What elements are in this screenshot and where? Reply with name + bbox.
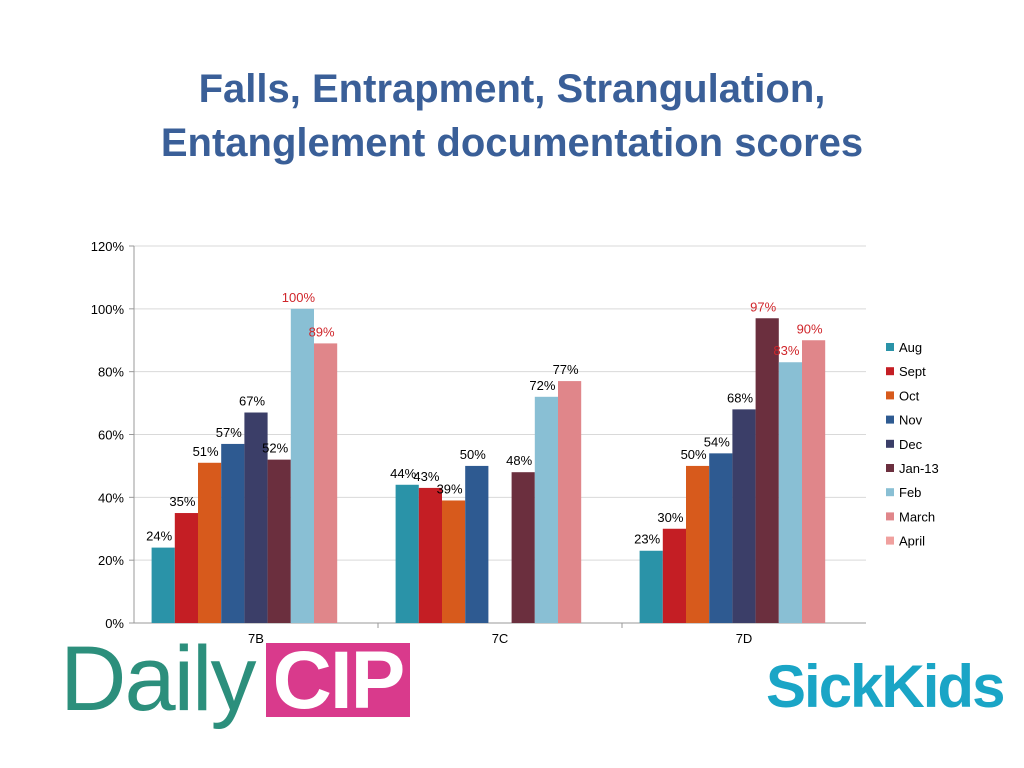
bar: [314, 343, 338, 623]
legend-label: Oct: [899, 388, 920, 403]
data-label: 50%: [460, 447, 486, 462]
x-tick-label: 7D: [736, 631, 753, 646]
legend-label: Feb: [899, 485, 921, 500]
bar: [732, 409, 756, 623]
x-tick-label: 7C: [492, 631, 509, 646]
bar: [639, 550, 663, 623]
bar: [511, 472, 535, 623]
sickkids-logo: SickKids: [766, 653, 1005, 720]
data-label: 24%: [146, 529, 172, 544]
bar: [709, 453, 733, 623]
bar: [778, 362, 802, 623]
data-label: 54%: [704, 434, 730, 449]
legend-swatch: [886, 488, 894, 497]
data-label: 83%: [773, 343, 799, 358]
legend-label: Aug: [899, 340, 922, 355]
bar: [418, 487, 442, 623]
data-label: 89%: [309, 324, 335, 339]
bar: [442, 500, 466, 623]
bar: [662, 528, 686, 623]
bar: [290, 308, 314, 623]
legend-swatch: [886, 415, 894, 424]
daily-logo-text: Daily: [60, 628, 256, 730]
data-label: 44%: [390, 466, 416, 481]
bar: [755, 318, 779, 623]
data-label: 43%: [413, 469, 439, 484]
legend-swatch: [886, 343, 894, 351]
bar: [395, 484, 419, 623]
data-label: 57%: [216, 425, 242, 440]
cip-logo-text: CIP: [272, 635, 406, 726]
title-line-1: Falls, Entrapment, Strangulation,: [198, 67, 826, 111]
data-label: 30%: [657, 510, 683, 525]
bar: [686, 465, 710, 623]
bar: [244, 412, 268, 623]
data-label: 48%: [506, 453, 532, 468]
legend-label: March: [899, 509, 935, 524]
legend-swatch: [886, 536, 894, 545]
x-tick-label: 7B: [248, 631, 264, 646]
data-label: 77%: [553, 362, 579, 377]
bar: [221, 443, 245, 623]
bar: [534, 396, 558, 623]
legend-label: Dec: [899, 437, 923, 452]
data-label: 50%: [681, 447, 707, 462]
data-label: 52%: [262, 441, 288, 456]
data-label: 35%: [169, 494, 195, 509]
data-label: 90%: [797, 321, 823, 336]
legend-swatch: [886, 512, 894, 521]
title-line-2: Entanglement documentation scores: [160, 121, 864, 165]
legend-swatch: [886, 464, 894, 472]
data-label: 51%: [193, 444, 219, 459]
legend-swatch: [886, 367, 894, 376]
y-tick-label: 80%: [98, 365, 124, 380]
y-tick-label: 60%: [98, 428, 124, 443]
bar: [558, 381, 582, 623]
bar: [802, 340, 826, 623]
data-label: 68%: [727, 390, 753, 405]
bar: [151, 547, 175, 623]
y-tick-label: 20%: [98, 553, 124, 568]
data-label: 97%: [750, 299, 776, 314]
bar: [465, 465, 489, 623]
bar: [198, 462, 222, 623]
data-label: 72%: [529, 378, 555, 393]
legend-label: Nov: [899, 413, 923, 428]
data-label: 39%: [437, 481, 463, 496]
y-tick-label: 120%: [91, 239, 125, 254]
data-label: 67%: [239, 394, 265, 409]
data-label: 23%: [634, 532, 660, 547]
legend-label: April: [899, 534, 925, 549]
y-tick-label: 100%: [91, 302, 125, 317]
legend-swatch: [886, 439, 894, 448]
bar: [174, 513, 198, 623]
y-tick-label: 40%: [98, 490, 124, 505]
data-label: 100%: [282, 290, 316, 305]
legend-label: Sept: [899, 364, 926, 379]
y-tick-label: 0%: [105, 616, 124, 631]
legend-label: Jan-13: [899, 461, 939, 476]
cip-logo-box: CIP: [266, 639, 410, 723]
chart-title: Falls, Entrapment, Strangulation, Entang…: [0, 62, 1024, 170]
legend-swatch: [886, 391, 894, 400]
bar: [267, 459, 291, 623]
